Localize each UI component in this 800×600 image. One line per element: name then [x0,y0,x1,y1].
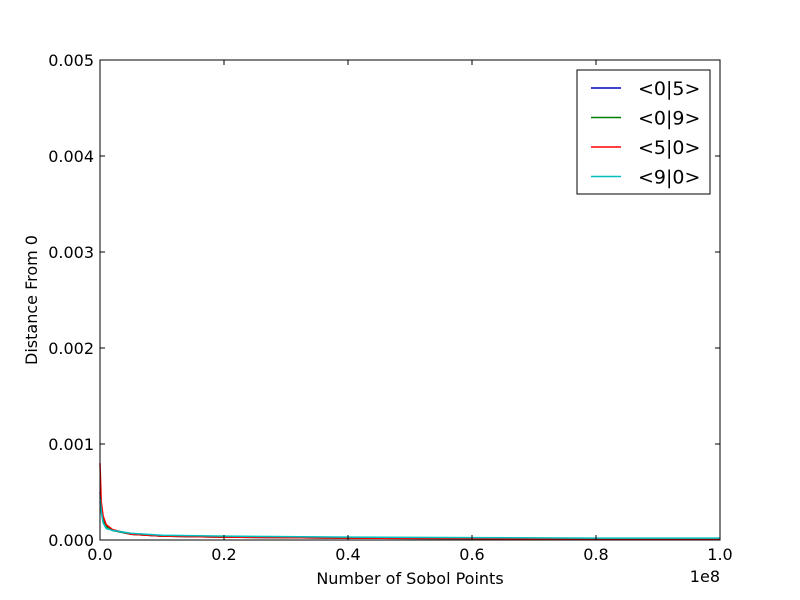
y-tick-label: 0.001 [48,435,94,454]
y-tick-label: 0.003 [48,243,94,262]
legend-label-1: <0|5> [638,78,700,100]
x-tick-label: 0.8 [583,545,608,564]
y-tick-label: 0.005 [48,51,94,70]
x-axis-label: Number of Sobol Points [316,569,503,588]
legend-label-3: <5|0> [638,137,700,159]
y-axis-label: Distance From 0 [22,235,41,365]
y-tick-label: 0.000 [48,531,94,550]
ticks-layer: 0.0 0.2 0.4 0.6 0.8 1.0 0.000 0.001 0.002 0.003 0.… [48,51,733,564]
y-tick-label: 0.004 [48,147,94,166]
legend-frame [576,69,711,195]
series-line-4 [99,496,720,539]
legend-items: <0|5> <0|9> <5|0> <9|0> [591,78,700,189]
x-tick-label: 0.0 [87,545,112,564]
x-offset-label: 1e8 [690,567,720,586]
series-layer [99,463,720,540]
y-tick-label: 0.002 [48,339,94,358]
legend: <0|5> <0|9> <5|0> <9|0> [576,69,711,195]
x-tick-label: 1.0 [707,545,732,564]
legend-label-2: <0|9> [638,108,700,130]
series-line-3 [99,463,720,540]
legend-label-4: <9|0> [638,167,700,189]
plot-frame [99,59,721,541]
x-tick-label: 0.2 [211,545,236,564]
x-tick-label: 0.6 [459,545,484,564]
x-tick-label: 0.4 [335,545,360,564]
